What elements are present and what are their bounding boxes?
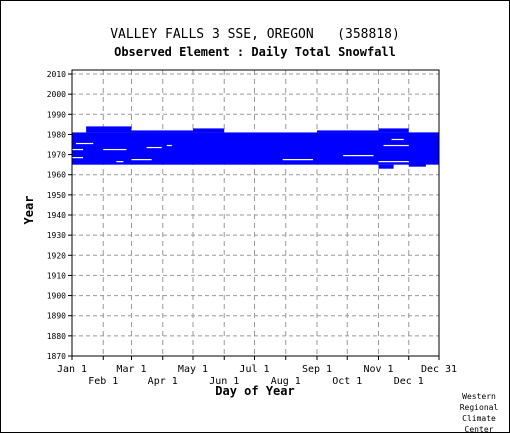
x-tick-label: Dec 31 [421, 364, 457, 375]
missing-data-gap [383, 144, 409, 147]
credit-line: Western [462, 392, 496, 401]
x-tick-label: Nov 1 [363, 364, 393, 375]
x-tick-labels: Jan 1 Mar 1 May 1 Jul 1 Sep 1 Nov 1 Dec 31 Feb … [57, 364, 457, 387]
y-tick-label: 1920 [47, 251, 66, 260]
missing-data-gap [72, 157, 84, 159]
x-tick-label: Feb 1 [88, 376, 118, 387]
x-tick-label: Jul 1 [239, 364, 269, 375]
x-tick-label: Oct 1 [332, 376, 362, 387]
missing-data-gap [146, 146, 162, 149]
y-tick-label: 1930 [47, 231, 66, 240]
y-tick-label: 1880 [47, 332, 66, 341]
y-tick-label: 2010 [47, 70, 66, 79]
credit-line: Climate [462, 414, 496, 423]
x-tick-label: Jun 1 [209, 376, 239, 387]
y-tick-label: 1950 [47, 191, 66, 200]
snowfall-bar [378, 128, 409, 133]
plot-border [71, 69, 440, 357]
y-tick-label: 1960 [47, 171, 66, 180]
x-tick-label: Dec 1 [394, 376, 424, 387]
x-tick-label: Sep 1 [302, 364, 332, 375]
snowfall-bar [72, 158, 87, 163]
missing-data-gap [391, 138, 404, 141]
missing-data-gap [282, 159, 313, 161]
chart-title: VALLEY FALLS 3 SSE, OREGON (358818) [110, 27, 400, 42]
x-tick-label: Jan 1 [57, 364, 87, 375]
missing-data-gap [378, 161, 409, 163]
grid-lines [68, 70, 440, 360]
snowfall-bar [192, 128, 225, 133]
y-tick-label: 1910 [47, 271, 66, 280]
missing-data-gap [166, 144, 172, 147]
data-bars [72, 126, 439, 169]
y-tick-label: 1900 [47, 292, 66, 301]
y-tick-label: 1970 [47, 151, 66, 160]
snowfall-bar [86, 126, 132, 133]
snowfall-bar [378, 164, 394, 169]
y-axis-label: Year [22, 196, 36, 225]
snowfall-bar [408, 162, 426, 167]
credit-line: Center [464, 425, 494, 434]
missing-data-gap [76, 142, 94, 145]
missing-data-gap [103, 148, 127, 151]
x-axis-label: Day of Year [215, 384, 294, 398]
y-tick-label: 2000 [47, 90, 66, 99]
chart-subtitle: Observed Element : Daily Total Snowfall [114, 45, 396, 59]
credit-block: Western Regional Climate Center [453, 391, 505, 435]
y-tick-labels: 1870 1880 1890 1900 1910 1920 1930 1940 1950 1960… [47, 70, 66, 361]
missing-data-gap [116, 161, 124, 163]
x-tick-label: Mar 1 [116, 364, 146, 375]
snowfall-bar [131, 130, 193, 133]
credit-line: Regional [459, 403, 499, 412]
snowfall-bar [317, 130, 379, 133]
missing-data-gap [72, 148, 84, 151]
missing-data-gap [131, 159, 152, 161]
y-tick-label: 1980 [47, 130, 66, 139]
y-tick-label: 1890 [47, 312, 66, 321]
x-tick-label: Apr 1 [148, 376, 178, 387]
x-tick-label: Aug 1 [271, 376, 301, 387]
missing-data-gap [343, 154, 374, 157]
snowfall-bar [408, 132, 439, 157]
snowfall-bar [72, 132, 439, 165]
y-tick-label: 1990 [47, 110, 66, 119]
y-tick-label: 1940 [47, 211, 66, 220]
y-tick-label: 1870 [47, 352, 66, 361]
x-tick-label: May 1 [178, 364, 208, 375]
